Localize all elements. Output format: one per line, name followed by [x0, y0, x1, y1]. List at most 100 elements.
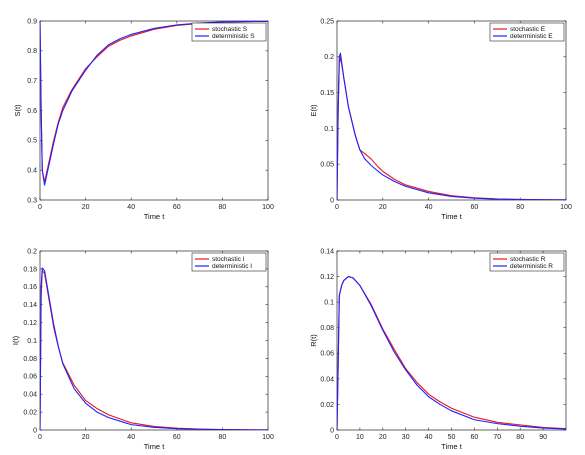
y-tick-label: 0.12 [320, 274, 334, 281]
legend-label: stochastic I [212, 256, 245, 263]
x-tick-label: 20 [82, 434, 90, 441]
series-line-stochastic [337, 56, 566, 200]
x-tick-label: 50 [448, 434, 456, 441]
series-group [40, 267, 268, 430]
y-axis-title: E(t) [309, 104, 318, 117]
x-tick-label: 90 [539, 434, 547, 441]
y-tick-label: 0.16 [23, 284, 37, 291]
y-tick-label: 0.4 [27, 168, 37, 175]
x-tick-label: 60 [173, 434, 181, 441]
y-tick-label: 0.1 [27, 338, 37, 345]
y-tick-label: 0.08 [23, 356, 37, 363]
y-tick-label: 0.3 [27, 197, 37, 204]
x-tick-label: 60 [471, 204, 479, 211]
x-tick-label: 100 [262, 434, 274, 441]
y-tick-label: 0.04 [320, 376, 334, 383]
y-tick-label: 0.8 [27, 48, 37, 55]
y-tick-label: 0.14 [23, 302, 37, 309]
x-axis-title: Time t [441, 442, 462, 451]
series-line-stochastic [40, 270, 268, 430]
series-group [40, 21, 268, 186]
y-axis-title: S(t) [13, 104, 22, 117]
y-tick-label: 0.7 [27, 78, 37, 85]
series-line-deterministic [337, 276, 566, 430]
x-tick-label: 100 [262, 204, 274, 211]
legend-box [191, 22, 267, 42]
x-tick-label: 70 [493, 434, 501, 441]
x-tick-label: 0 [335, 434, 339, 441]
y-tick-label: 0.5 [27, 138, 37, 145]
plot-frame [336, 250, 567, 431]
x-tick-label: 0 [38, 434, 42, 441]
y-axis-title: I(t) [11, 335, 20, 345]
legend-box [489, 252, 565, 272]
y-tick-label: 0.2 [324, 54, 334, 61]
legend-box [489, 22, 565, 42]
y-tick-label: 0.15 [320, 90, 334, 97]
y-tick-label: 0.02 [23, 410, 37, 417]
series-line-stochastic [40, 21, 268, 183]
y-axis-title: R(t) [309, 334, 318, 347]
y-tick-label: 0.04 [23, 392, 37, 399]
y-tick-label: 0.6 [27, 108, 37, 115]
legend-label: deterministic E [510, 33, 553, 40]
x-tick-label: 80 [219, 434, 227, 441]
y-tick-label: 0.06 [320, 351, 334, 358]
x-tick-label: 80 [516, 204, 524, 211]
series-line-stochastic [337, 276, 566, 430]
x-axis-title: Time t [144, 212, 165, 221]
plot-frame [39, 20, 269, 201]
legend-label: deterministic S [212, 33, 255, 40]
x-tick-label: 0 [335, 204, 339, 211]
chart-panel-1: 0 20 40 60 80 100 0.3 0.4 0.5 0.6 0.7 0.8 0.9 Time t S… [13, 18, 274, 221]
x-tick-label: 60 [173, 204, 181, 211]
y-tick-label: 0.18 [23, 266, 37, 273]
y-tick-label: 0 [330, 197, 334, 204]
y-tick-label: 0.2 [27, 248, 37, 255]
legend-label: stochastic E [510, 26, 546, 33]
y-tick-label: 0.14 [320, 248, 334, 255]
y-tick-label: 0.1 [324, 300, 334, 307]
x-tick-label: 30 [402, 434, 410, 441]
x-axis-title: Time t [144, 442, 165, 451]
legend-label: deterministic I [212, 263, 252, 270]
x-tick-label: 40 [425, 204, 433, 211]
y-tick-label: 0.1 [324, 126, 334, 133]
legend-box [191, 252, 267, 272]
legend-label: stochastic S [212, 26, 248, 33]
x-tick-label: 80 [516, 434, 524, 441]
chart-panel-2: 0 20 40 60 80 100 0 0.05 0.1 0.15 0.2 0.25 Time t E(t… [309, 18, 572, 221]
legend-label: stochastic R [510, 256, 546, 263]
plot-frame [39, 250, 269, 431]
x-tick-label: 10 [356, 434, 364, 441]
x-tick-label: 40 [425, 434, 433, 441]
y-tick-label: 0 [330, 427, 334, 434]
series-line-deterministic [40, 267, 268, 430]
y-tick-label: 0.05 [320, 162, 334, 169]
x-tick-label: 20 [379, 434, 387, 441]
series-line-deterministic [337, 52, 566, 200]
x-tick-label: 80 [219, 204, 227, 211]
y-tick-label: 0.06 [23, 374, 37, 381]
chart-panel-3: 0 20 40 60 80 100 0 0.02 0.04 0.06 0.08 0.1 0.12 0.14… [11, 248, 274, 451]
y-tick-label: 0.9 [27, 18, 37, 25]
y-tick-label: 0.08 [320, 325, 334, 332]
x-tick-label: 0 [38, 204, 42, 211]
legend-label: deterministic R [510, 263, 553, 270]
series-line-deterministic [40, 21, 268, 186]
x-axis-title: Time t [441, 212, 462, 221]
x-tick-label: 100 [560, 204, 572, 211]
x-tick-label: 60 [471, 434, 479, 441]
y-tick-label: 0 [33, 427, 37, 434]
series-group [337, 276, 566, 430]
chart-panel-4: 0 10 20 30 40 50 60 70 80 90 0 0.02 0.04 0.06 0.08 0.1 0… [309, 248, 567, 451]
y-tick-label: 0.12 [23, 320, 37, 327]
y-tick-label: 0.02 [320, 402, 334, 409]
y-tick-label: 0.25 [320, 18, 334, 25]
x-tick-label: 40 [127, 434, 135, 441]
x-tick-label: 20 [82, 204, 90, 211]
